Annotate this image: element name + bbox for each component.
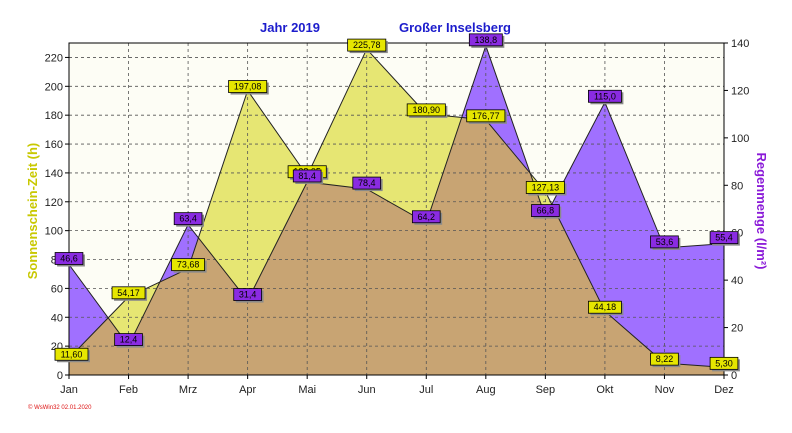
y-tick-label-right: 20	[731, 323, 743, 335]
rain-data-label: 138,8	[475, 35, 498, 45]
y-tick-label-left: 0	[57, 370, 63, 382]
rain-data-label: 46,6	[60, 253, 78, 263]
rain-data-label: 55,4	[715, 233, 733, 243]
rain-data-label-box	[352, 176, 382, 190]
x-tick-label: Jul	[419, 384, 433, 396]
rain-data-label: 63,4	[179, 214, 197, 224]
plot-frame	[68, 42, 725, 376]
sunshine-data-label: 11,60	[61, 349, 83, 359]
y-axis-label-left: Sonnenschein-Zeit (h)	[25, 143, 40, 280]
sunshine-data-label-box	[347, 38, 387, 52]
sunshine-data-label: 54,17	[117, 288, 140, 298]
rain-line	[68, 44, 725, 347]
x-tick-label: Apr	[239, 384, 256, 396]
sunshine-data-label: 44,18	[594, 302, 617, 312]
chart-title: Jahr 2019	[260, 20, 320, 35]
x-tick-label: Okt	[596, 384, 613, 396]
x-tick-label: Mrz	[179, 384, 197, 396]
x-tick-label: Dez	[714, 384, 734, 396]
rain-data-label-box	[114, 333, 143, 346]
x-tick-label: Mai	[298, 384, 316, 396]
x-tick-label: Aug	[476, 384, 496, 396]
rain-data-label: 66,8	[537, 206, 555, 216]
sunshine-data-label-box	[406, 103, 446, 117]
rain-data-label-box	[531, 204, 560, 217]
y-tick-label-left: 220	[45, 52, 63, 64]
rain-data-label: 115,0	[594, 91, 616, 101]
rain-data-label-box	[709, 231, 739, 245]
rain-data-label-box	[468, 33, 503, 47]
x-tick-label: Feb	[119, 384, 138, 396]
x-tick-label: Jun	[358, 384, 376, 396]
y-tick-label-right: 40	[731, 275, 743, 287]
y-tick-label-right: 140	[731, 38, 749, 50]
sunshine-data-label-box	[650, 352, 679, 366]
rain-data-label: 81,4	[298, 171, 316, 181]
rain-data-label: 12,4	[120, 335, 138, 345]
y-tick-label-left: 180	[45, 110, 63, 122]
y-tick-label-left: 100	[45, 226, 63, 238]
chart-subtitle: Großer Inselsberg	[399, 20, 511, 35]
sunshine-data-label-box	[466, 109, 506, 123]
y-tick-label-right: 0	[731, 370, 737, 382]
sunshine-data-label-box	[709, 356, 739, 370]
rain-data-label-box	[588, 89, 622, 103]
sunshine-data-label: 5,30	[715, 358, 733, 368]
sunshine-data-label: 197,08	[234, 82, 262, 92]
x-tick-label: Jan	[60, 384, 78, 396]
sunshine-data-label-box	[171, 258, 205, 272]
y-axis-label-right: Regenmenge (l/m²)	[754, 152, 769, 269]
footer-credit: © WsWin32 02.01.2020	[28, 404, 92, 411]
rain-data-label-box	[292, 169, 322, 183]
y-tick-label-left: 40	[51, 312, 63, 324]
sunshine-data-label: 180,90	[413, 105, 441, 115]
sunshine-data-label: 127,13	[532, 182, 560, 192]
overlap-area	[69, 49, 724, 375]
rain-data-label-box	[411, 210, 441, 224]
sunshine-data-label: 8,22	[656, 354, 674, 364]
sunshine-data-label-box	[54, 347, 89, 361]
sunshine-data-label-box	[228, 80, 268, 93]
rain-data-label: 78,4	[358, 178, 376, 188]
sunshine-line	[68, 48, 725, 368]
sunshine-data-label: 176,77	[472, 111, 500, 121]
rain-data-label-box	[650, 235, 679, 249]
rain-data-label: 31,4	[239, 290, 257, 300]
sunshine-data-label: 225,78	[353, 40, 381, 50]
sunshine-data-label-box	[588, 300, 622, 314]
y-tick-label-left: 60	[51, 283, 63, 295]
x-tick-label: Sep	[536, 384, 556, 396]
y-tick-label-left: 140	[45, 168, 63, 180]
rain-data-label: 53,6	[656, 237, 674, 247]
y-tick-label-right: 100	[731, 133, 749, 145]
sunshine-data-label: 73,68	[177, 260, 200, 270]
sunshine-data-label-box	[525, 181, 565, 194]
rain-data-label: 64,2	[418, 212, 436, 222]
rain-data-label-box	[233, 288, 262, 301]
y-tick-label-left: 200	[45, 81, 63, 93]
y-tick-label-right: 120	[731, 85, 749, 97]
y-tick-label-left: 160	[45, 139, 63, 151]
rain-data-label-box	[54, 252, 84, 265]
y-tick-label-right: 80	[731, 180, 743, 192]
y-tick-label-left: 120	[45, 197, 63, 209]
sunshine-data-label-box	[111, 286, 146, 300]
rain-data-label-box	[173, 212, 203, 226]
x-tick-label: Nov	[655, 384, 675, 396]
